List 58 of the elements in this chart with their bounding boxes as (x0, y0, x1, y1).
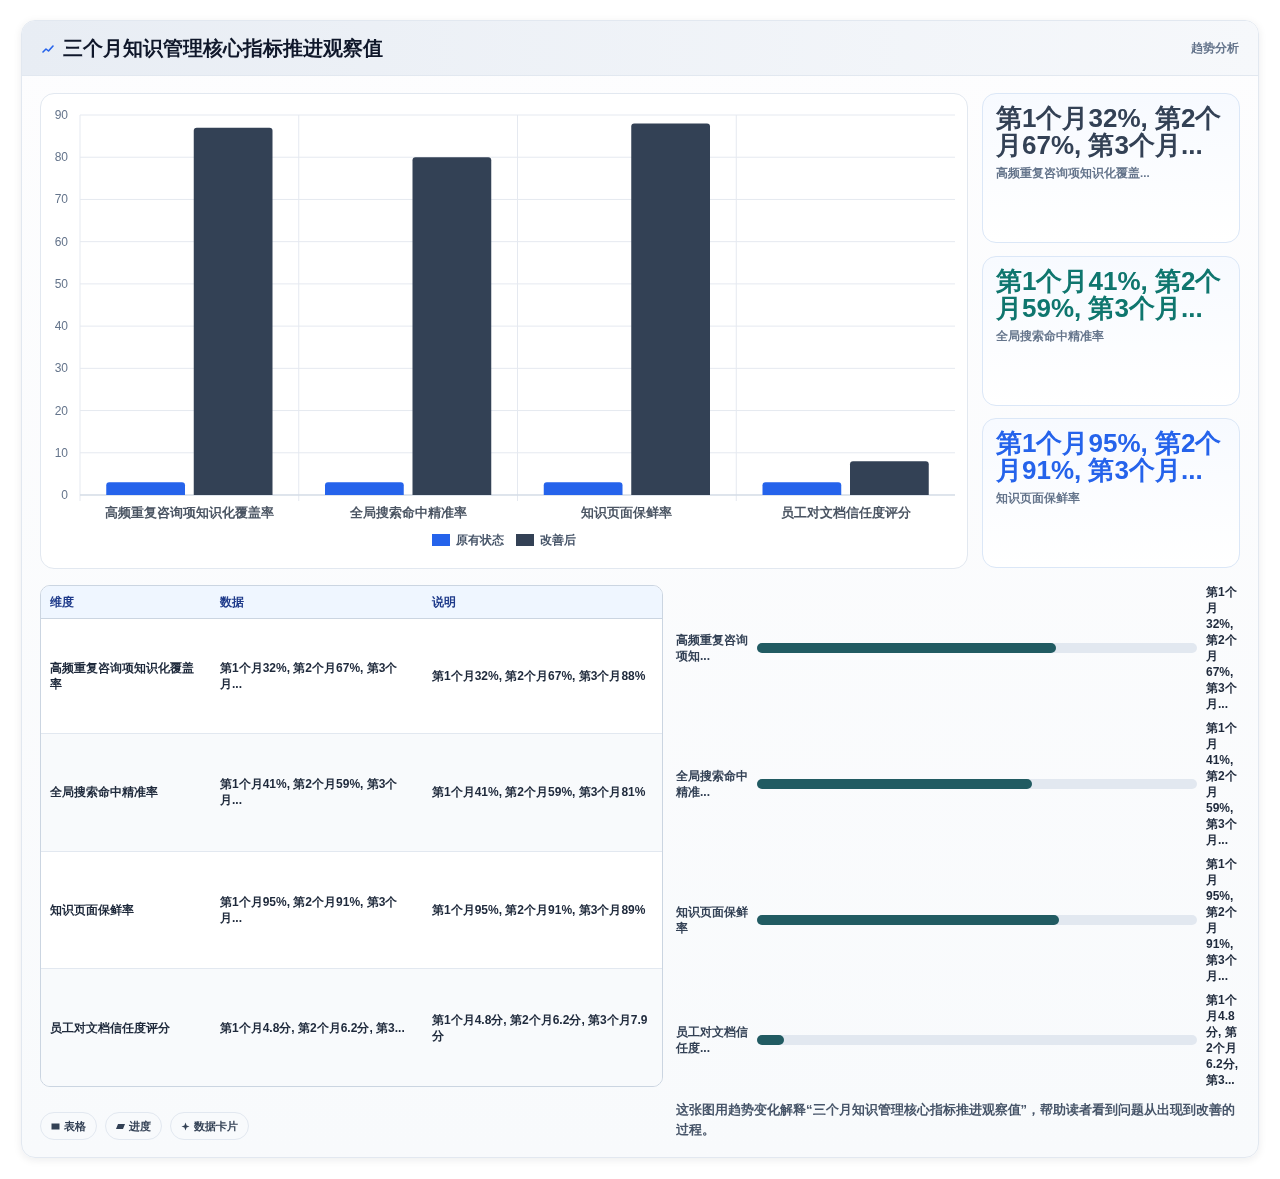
text: 第1个月95%, 第2个月91%, 第3个月89% (432, 903, 646, 918)
category-label: 数据 (211, 586, 423, 619)
category-label: 高频重复咨询项知识化覆盖... (996, 166, 1151, 180)
category-label: 知识页面保鲜率 (996, 491, 1081, 505)
category-label: 说明 (423, 586, 662, 619)
bar (412, 157, 492, 495)
bar (631, 123, 710, 495)
bar (543, 482, 623, 495)
category-label: 全局搜索命中精准率 (50, 785, 158, 800)
text: 第1个月32%, 第2个月67%, 第3个月... (996, 103, 1222, 160)
y-tick-label: 70 (54, 192, 69, 207)
y-tick-label: 40 (54, 319, 69, 334)
text: 进度 (129, 1118, 151, 1134)
text: 趋势分析 (1191, 40, 1239, 56)
y-tick-label: 90 (54, 108, 69, 122)
y-tick-label: 60 (54, 234, 69, 249)
text: 第1个月32%, 第2个月67%, 第3个月88% (432, 669, 646, 684)
category-label: 员工对文档信任度评分 (50, 1020, 170, 1035)
bar (850, 461, 929, 495)
text: 维度 (41, 586, 211, 619)
y-tick-label: 知识页面保鲜率 (676, 904, 749, 936)
x-tick-label: 全局搜索命中精准率 (348, 505, 467, 520)
text: 第1个月95%, 第2个月91%, 第3个月... (220, 895, 398, 926)
category-label: 全局搜索命中精准率 (996, 328, 1105, 343)
bar (762, 482, 842, 495)
x-tick-label: 高频重复咨询项知识化覆盖率 (104, 505, 274, 520)
category-label: 高频重复咨询项知识化覆盖率 (50, 661, 194, 692)
bar (325, 482, 404, 495)
text: 第1个月41%, 第2个月59%, 第3个月... (996, 265, 1222, 323)
chart-title: 三个月知识管理核心指标推进观察值 (63, 36, 383, 61)
text: 表格 (64, 1118, 86, 1134)
text: 第1个月41%, 第2个月59%, 第3个月... (1206, 720, 1238, 848)
y-tick-label: 10 (54, 445, 69, 460)
text: 第1个月32%, 第2个月67%, 第3个月... (220, 661, 398, 692)
legend-label: 改善后 (540, 533, 576, 547)
y-tick-label: 高频重复咨询项知... (676, 632, 749, 664)
legend-label: 原有状态 (455, 533, 505, 547)
y-tick-label: 30 (54, 361, 69, 376)
x-tick-label: 知识页面保鲜率 (580, 505, 673, 520)
text: 第1个月4.8分, 第2个月6.2分, 第3... (220, 1020, 405, 1035)
text: 第1个月32%, 第2个月67%, 第3个月... (1206, 584, 1238, 712)
text: 第1个月95%, 第2个月91%, 第3个月... (996, 428, 1222, 485)
y-tick-label: 全局搜索命中精准... (676, 768, 749, 800)
bar (193, 127, 273, 495)
text: 第1个月41%, 第2个月59%, 第3个月81% (432, 785, 646, 800)
bar (106, 482, 185, 495)
text: 数据卡片 (194, 1118, 238, 1134)
text: 第1个月4.8分, 第2个月6.2分, 第3个月7.9分 (432, 1012, 648, 1043)
text: 第1个月4.8分, 第2个月6.2分, 第3... (1206, 992, 1239, 1088)
y-tick-label: 80 (54, 150, 69, 165)
y-tick-label: 0 (61, 488, 69, 502)
y-tick-label: 50 (54, 276, 69, 291)
annotation: 这张图用趋势变化解释“三个月知识管理核心指标推进观察值”，帮助读者看到问题从出现到改善的过程。 (676, 1101, 1236, 1139)
text: 第1个月41%, 第2个月59%, 第3个月... (220, 777, 398, 808)
y-tick-label: 员工对文档信任度... (676, 1024, 749, 1056)
text: 第1个月95%, 第2个月91%, 第3个月... (1206, 856, 1238, 984)
x-tick-label: 员工对文档信任度评分 (780, 505, 912, 520)
y-tick-label: 20 (54, 403, 69, 418)
